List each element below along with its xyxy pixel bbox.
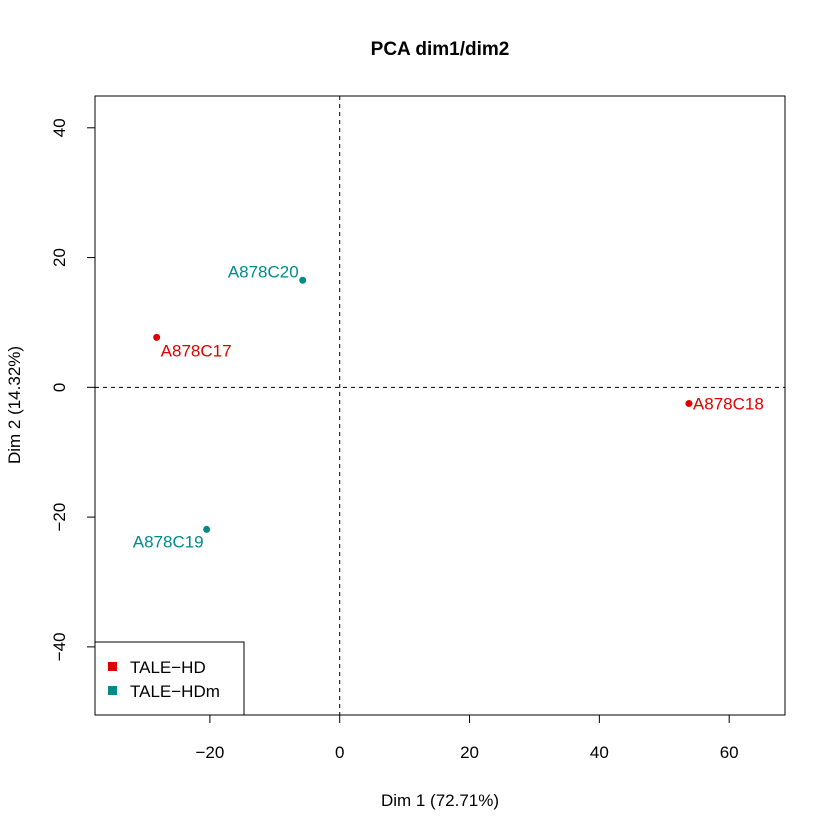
legend-entry: TALE−HDm: [130, 682, 220, 701]
y-tick-label: 20: [50, 248, 69, 267]
reference-lines: [95, 96, 785, 715]
y-tick-label: 40: [50, 118, 69, 137]
y-tick-label: −40: [50, 632, 69, 661]
y-axis-title: Dim 2 (14.32%): [5, 346, 24, 464]
y-axis: −40 −20 0 20 40: [50, 118, 96, 661]
data-point: [685, 400, 693, 408]
point-label: A878C18: [693, 395, 764, 414]
legend-box: [94, 641, 245, 716]
legend: TALE−HD TALE−HDm: [94, 641, 245, 716]
point-label: A878C20: [228, 262, 299, 281]
plot-frame: [94, 95, 786, 716]
x-tick-label: 60: [720, 743, 739, 762]
x-axis-title: Dim 1 (72.71%): [381, 791, 499, 810]
y-tick-label: −20: [50, 503, 69, 532]
legend-entry: TALE−HD: [130, 658, 206, 677]
x-tick-label: 0: [335, 743, 344, 762]
legend-swatch: [108, 686, 117, 695]
point-label: A878C19: [133, 532, 204, 551]
x-tick-label: 40: [590, 743, 609, 762]
x-tick-label: −20: [195, 743, 224, 762]
chart-title: PCA dim1/dim2: [371, 39, 510, 60]
y-tick-label: 0: [50, 383, 69, 392]
x-tick-label: 20: [460, 743, 479, 762]
x-axis: −20 0 20 40 60: [195, 714, 739, 762]
data-points: A878C17 A878C18 A878C19 A878C20: [133, 262, 764, 551]
legend-swatch: [108, 662, 117, 671]
point-label: A878C17: [161, 341, 232, 360]
data-point: [203, 525, 211, 533]
data-point: [299, 276, 307, 284]
data-point: [153, 333, 161, 341]
